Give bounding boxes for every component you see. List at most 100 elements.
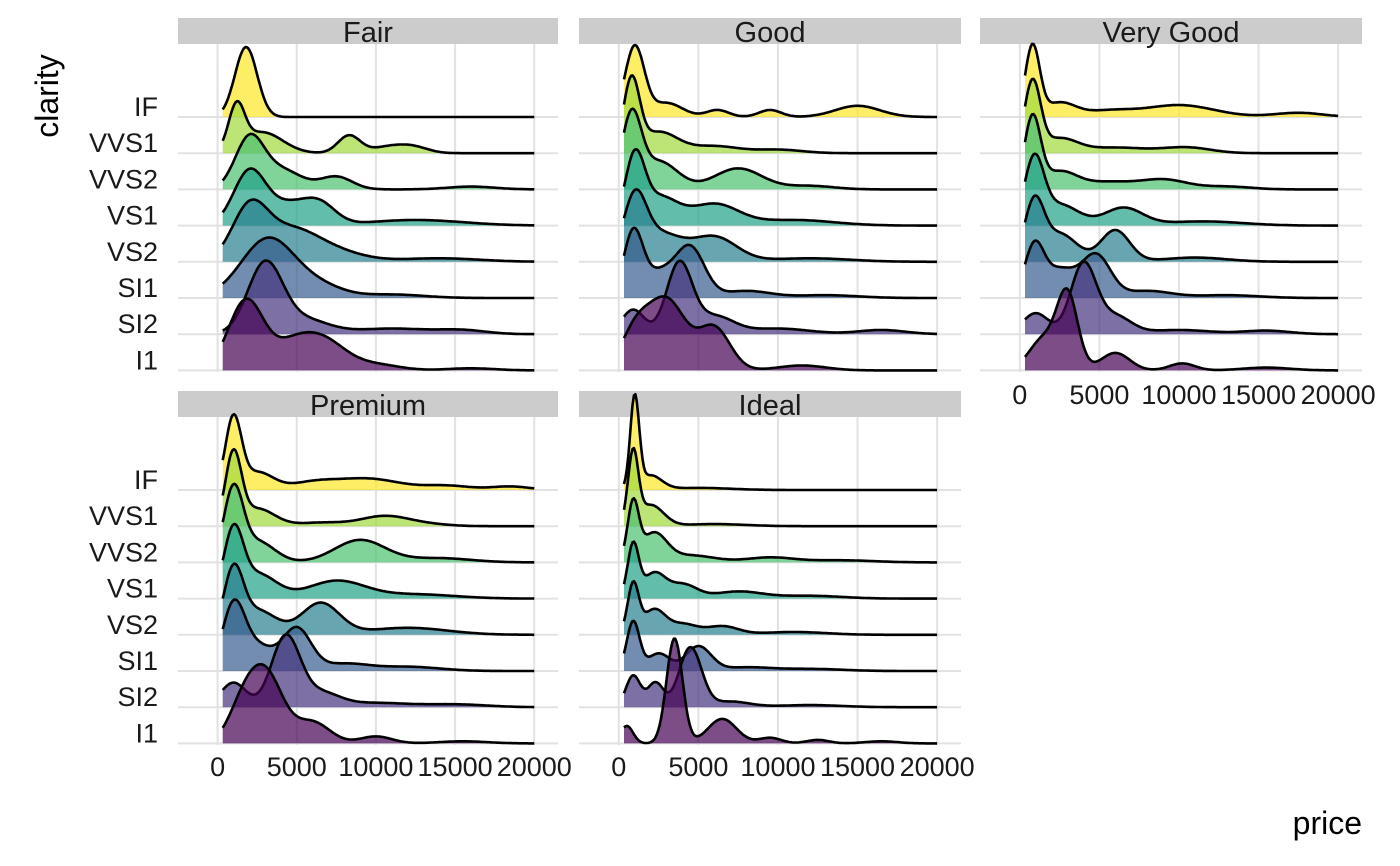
ridge-area-si1 [222, 599, 535, 671]
y-tick-label: VVS2 [89, 164, 158, 194]
ridge-area-if [222, 47, 535, 117]
y-tick-label: SI2 [117, 309, 158, 339]
ridge-area-vvs2 [222, 483, 535, 563]
ridge-line-vvs1 [622, 74, 938, 155]
x-tick-label: 5000 [267, 752, 327, 782]
ridge-line-vs2 [622, 188, 938, 264]
y-tick-label: VVS1 [89, 128, 158, 158]
facet-panel-very-good: Very Good 0 5000 10000 15000 20000 [980, 17, 1376, 410]
ridge-area-si1 [1025, 240, 1339, 298]
facet-strip-label: Premium [310, 390, 426, 422]
ridge-line-vs2 [221, 198, 535, 263]
x-tick-label: 0 [1012, 380, 1027, 410]
ridge-area-si2 [624, 260, 938, 335]
ridge-area-vs2 [222, 563, 535, 635]
ridge-line-vvs2 [221, 132, 535, 191]
ridge-line-vvs1 [1023, 77, 1339, 155]
ridge-line-vvs1 [622, 446, 938, 528]
ridge-line-si1 [221, 236, 535, 300]
y-axis-title: clarity [29, 54, 65, 138]
x-tick-label: 5000 [1069, 380, 1129, 410]
ridge-line-si1 [622, 226, 938, 300]
ridge-line-i1 [623, 637, 938, 745]
facet-strip-label: Fair [343, 17, 393, 49]
ridge-area-vs2 [1025, 195, 1339, 262]
ridge-area-si2 [222, 260, 535, 335]
facet-panel-premium: Premium IF VVS1 VVS2 VS1 VS2 SI1 SI2 I1 0 5000 1000… [89, 390, 572, 782]
ridge-area-si2 [222, 634, 535, 708]
y-tick-label: SI2 [117, 682, 158, 712]
ridge-line-si2 [221, 633, 535, 709]
ridge-area-vvs1 [222, 449, 535, 527]
ridge-line-if [1023, 42, 1339, 118]
ridge-area-if [624, 45, 938, 117]
ridge-line-vs1 [622, 540, 938, 600]
ridge-line-vs2 [221, 562, 535, 637]
y-tick-label: VS2 [107, 610, 158, 640]
facet-panels: Fair IF VVS1 VVS2 VS1 VS2 SI1 SI2 I1 Good Very Goo… [89, 17, 1376, 782]
ridge-area-if [222, 414, 535, 490]
facet-strip [579, 18, 961, 44]
x-tick-label: 20000 [497, 752, 572, 782]
ridge-line-si1 [221, 598, 535, 673]
ridge-area-vvs2 [624, 498, 938, 563]
ridge-area-si1 [222, 237, 535, 298]
ridge-line-vs2 [622, 580, 938, 637]
facet-strip-label: Good [735, 17, 806, 49]
ridge-line-vs2 [1023, 194, 1339, 264]
x-tick-label: 10000 [740, 752, 815, 782]
ridge-line-vs1 [221, 167, 535, 227]
ridge-area-vs2 [624, 581, 938, 635]
ridge-area-if [1025, 43, 1339, 117]
facet-strip-label: Ideal [739, 390, 802, 422]
ridge-line-if [622, 392, 938, 492]
y-tick-label: I1 [135, 345, 158, 375]
ridge-line-vs1 [1023, 152, 1339, 227]
ridge-area-vvs2 [1025, 114, 1339, 190]
ridge-area-si1 [624, 227, 938, 298]
ridge-line-vvs1 [221, 447, 535, 528]
y-tick-label: VVS2 [89, 537, 158, 567]
ridge-line-si1 [1023, 239, 1339, 300]
ridge-line-vvs2 [1023, 112, 1339, 191]
facet-panel-fair: Fair IF VVS1 VVS2 VS1 VS2 SI1 SI2 I1 [89, 17, 558, 375]
y-tick-label: SI1 [117, 273, 158, 303]
facet-strip [178, 18, 558, 44]
ridge-line-i1 [1023, 287, 1339, 372]
ridge-area-vs1 [624, 541, 938, 599]
ridge-area-vvs1 [1025, 78, 1339, 154]
ridge-area-vs1 [624, 149, 938, 226]
facet-panel-ideal: Ideal 0 5000 10000 15000 20000 [579, 390, 975, 782]
ridge-area-vvs2 [624, 108, 938, 190]
y-tick-label: VVS1 [89, 501, 158, 531]
ridge-line-vs1 [221, 522, 535, 600]
ridge-area-if [624, 394, 938, 490]
ridge-area-i1 [222, 664, 535, 744]
ridge-area-vs1 [222, 524, 535, 599]
ridge-area-i1 [1025, 288, 1339, 371]
ridge-line-if [221, 45, 535, 119]
x-tick-label: 10000 [1141, 380, 1216, 410]
ridge-line-si2 [622, 259, 938, 336]
x-tick-label: 0 [210, 752, 225, 782]
ridge-line-if [221, 412, 535, 490]
ridge-area-vs2 [624, 189, 938, 262]
y-tick-label: I1 [135, 718, 158, 748]
ridge-line-if [622, 43, 938, 119]
ridge-area-vs1 [1025, 153, 1339, 226]
ridge-area-i1 [624, 296, 938, 371]
ridge-line-vvs2 [221, 482, 535, 564]
ridge-line-si2 [1024, 260, 1339, 336]
x-tick-label: 20000 [1301, 380, 1376, 410]
ridge-area-i1 [222, 298, 535, 371]
y-tick-label: IF [134, 92, 158, 122]
y-tick-label: VS1 [107, 201, 158, 231]
ridge-line-i1 [221, 297, 535, 372]
ridge-line-vvs1 [221, 99, 535, 155]
ridge-area-si1 [624, 620, 938, 671]
ridge-area-vs1 [222, 168, 535, 226]
x-tick-label: 15000 [820, 752, 895, 782]
ridge-area-si2 [624, 647, 938, 708]
ridge-line-i1 [622, 295, 938, 372]
